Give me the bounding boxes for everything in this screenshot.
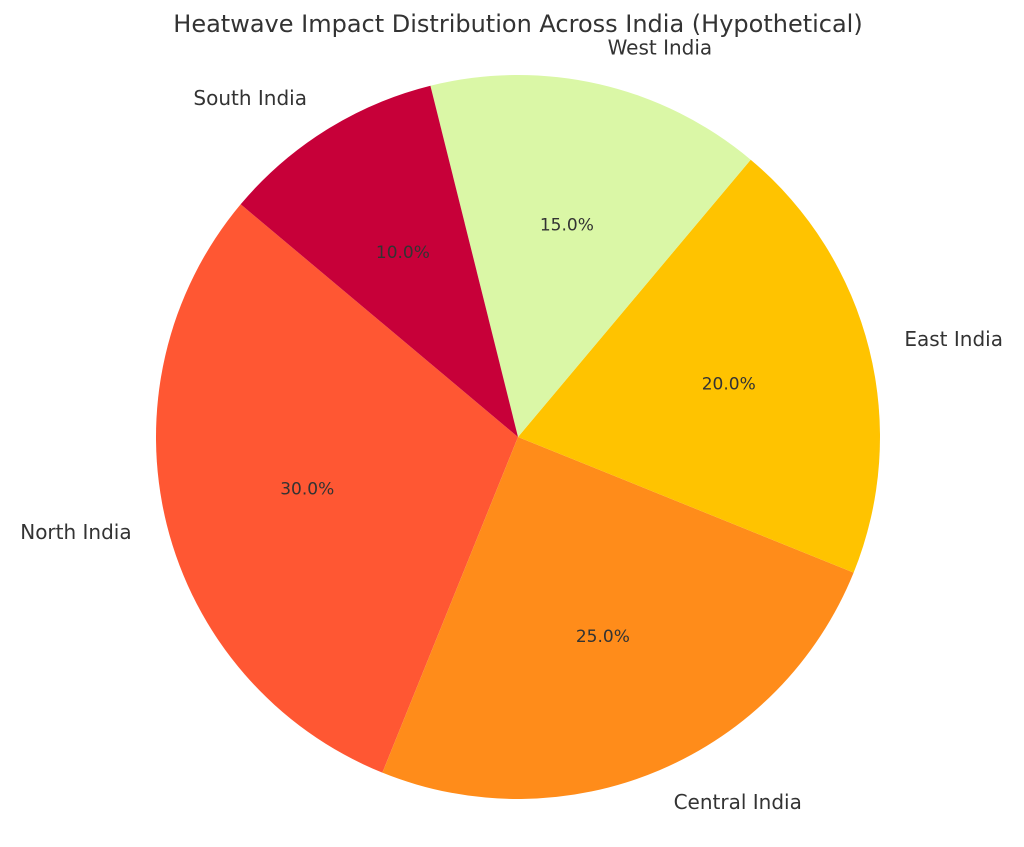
chart-title: Heatwave Impact Distribution Across Indi… [173, 10, 862, 38]
pie-slice-west-india [430, 74, 751, 438]
pie-slice-central-india [382, 437, 854, 800]
slice-label-central-india: Central India [674, 790, 802, 814]
percent-label-east-india: 20.0% [702, 374, 756, 394]
percent-label-south-india: 10.0% [376, 243, 430, 263]
pie-labels: North India 30.0% Central India 25.0% East I… [20, 36, 1003, 815]
slice-label-south-india: South India [193, 86, 307, 110]
pie-slice-north-india [155, 204, 518, 773]
pie-slice-south-india [240, 85, 518, 437]
pie-slice-east-india [518, 159, 881, 573]
percent-label-central-india: 25.0% [576, 627, 630, 647]
percent-label-north-india: 30.0% [280, 480, 334, 500]
percent-label-west-india: 15.0% [540, 215, 594, 235]
slice-label-east-india: East India [904, 327, 1003, 351]
slice-label-north-india: North India [20, 520, 131, 544]
pie-slices [155, 74, 881, 800]
slice-label-west-india: West India [608, 36, 713, 60]
